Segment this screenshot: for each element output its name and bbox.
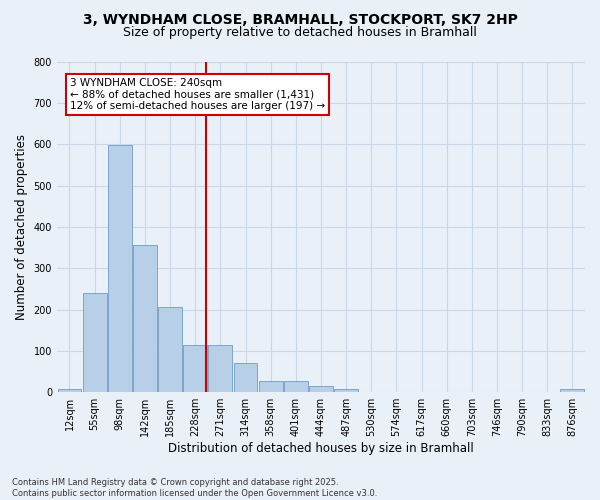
Y-axis label: Number of detached properties: Number of detached properties	[15, 134, 28, 320]
Bar	[108, 145, 132, 392]
Bar	[233, 364, 257, 392]
Text: Size of property relative to detached houses in Bramhall: Size of property relative to detached ho…	[123, 26, 477, 39]
Text: Contains HM Land Registry data © Crown copyright and database right 2025.
Contai: Contains HM Land Registry data © Crown c…	[12, 478, 377, 498]
Bar	[183, 344, 207, 392]
Bar	[284, 380, 308, 392]
Text: 3, WYNDHAM CLOSE, BRAMHALL, STOCKPORT, SK7 2HP: 3, WYNDHAM CLOSE, BRAMHALL, STOCKPORT, S…	[83, 12, 517, 26]
Bar	[83, 293, 107, 392]
Bar	[208, 344, 232, 392]
Bar	[259, 380, 283, 392]
X-axis label: Distribution of detached houses by size in Bramhall: Distribution of detached houses by size …	[168, 442, 474, 455]
Bar	[158, 306, 182, 392]
Bar	[309, 386, 333, 392]
Bar	[334, 390, 358, 392]
Bar	[58, 389, 82, 392]
Bar	[133, 246, 157, 392]
Text: 3 WYNDHAM CLOSE: 240sqm
← 88% of detached houses are smaller (1,431)
12% of semi: 3 WYNDHAM CLOSE: 240sqm ← 88% of detache…	[70, 78, 325, 111]
Bar	[560, 390, 584, 392]
